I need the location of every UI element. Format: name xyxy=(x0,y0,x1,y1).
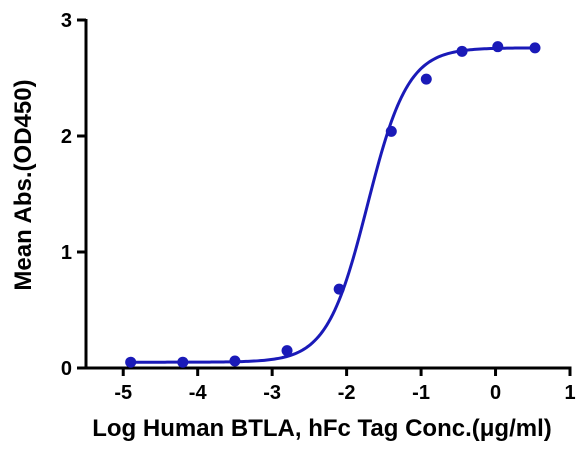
y-tick-label: 3 xyxy=(61,10,72,32)
x-tick-label: -4 xyxy=(189,382,208,404)
y-tick-labels: 0 1 2 3 xyxy=(61,10,72,380)
x-axis-label: Log Human BTLA, hFc Tag Conc.(μg/ml) xyxy=(92,415,552,442)
data-point xyxy=(420,73,432,85)
axes xyxy=(77,18,572,376)
y-axis-label: Mean Abs.(OD450) xyxy=(10,79,37,290)
y-tick-label: 2 xyxy=(61,126,72,148)
data-point xyxy=(529,42,541,54)
x-tick-label: 0 xyxy=(490,382,501,404)
data-point xyxy=(125,356,137,368)
x-tick-label: 1 xyxy=(564,382,575,404)
data-point xyxy=(333,283,345,295)
data-point xyxy=(229,355,241,367)
data-points xyxy=(125,41,541,368)
data-point xyxy=(281,345,293,357)
x-tick-labels: -5 -4 -3 -2 -1 0 1 xyxy=(114,382,575,404)
x-tick-label: -5 xyxy=(114,382,132,404)
data-point xyxy=(385,125,397,137)
x-tick-label: -3 xyxy=(263,382,281,404)
fit-curve xyxy=(130,46,536,364)
x-tick-label: -1 xyxy=(412,382,430,404)
y-tick-label: 0 xyxy=(61,358,72,380)
data-point xyxy=(177,356,189,368)
y-tick-label: 1 xyxy=(61,242,72,264)
data-point xyxy=(456,45,468,57)
x-tick-label: -2 xyxy=(338,382,356,404)
data-point xyxy=(492,41,504,53)
